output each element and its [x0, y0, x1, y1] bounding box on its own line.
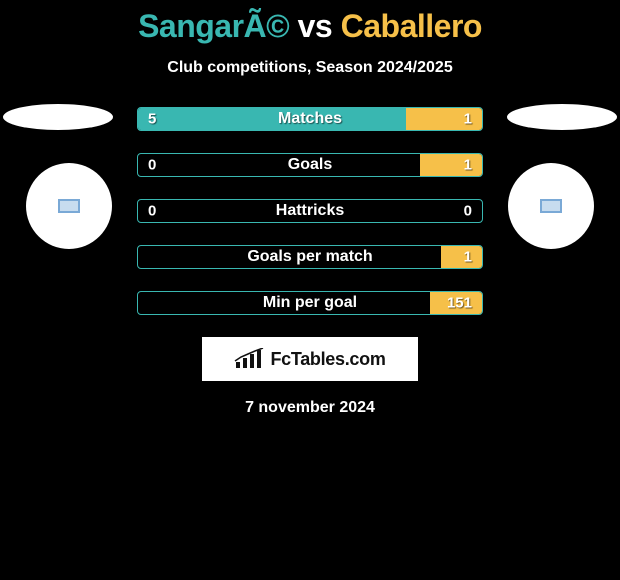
stat-value-right: 1: [464, 111, 472, 128]
date: 7 november 2024: [0, 399, 620, 417]
stat-value-right: 151: [447, 295, 472, 312]
stat-value-right: 1: [464, 249, 472, 266]
stat-row: 0 0 Hattricks: [137, 199, 483, 223]
stat-value-right: 0: [464, 203, 472, 220]
player-right-name: Caballero: [341, 8, 482, 44]
decor-ellipse-right: [507, 104, 617, 130]
stat-value-left: 5: [148, 111, 156, 128]
player-left-name: SangarÃ©: [138, 8, 289, 44]
stat-bars: 5 1 Matches 0 1 Goals 0 0 Hattricks 1 Goals per ma…: [137, 107, 483, 315]
avatar-left: [26, 163, 112, 249]
avatar-right: [508, 163, 594, 249]
stat-row: 1 Goals per match: [137, 245, 483, 269]
stat-row: 0 1 Goals: [137, 153, 483, 177]
stat-row: 151 Min per goal: [137, 291, 483, 315]
stat-label: Goals per match: [247, 248, 372, 266]
logo-text: FcTables.com: [270, 349, 385, 370]
stat-value-right: 1: [464, 157, 472, 174]
comparison-chart: 5 1 Matches 0 1 Goals 0 0 Hattricks 1 Goals per ma…: [0, 107, 620, 315]
source-logo: FcTables.com: [202, 337, 418, 381]
subtitle: Club competitions, Season 2024/2025: [0, 59, 620, 77]
decor-ellipse-left: [3, 104, 113, 130]
page-title: SangarÃ© vs Caballero: [0, 0, 620, 45]
placeholder-icon: [540, 199, 562, 213]
stat-label: Hattricks: [276, 202, 344, 220]
stat-value-left: 0: [148, 203, 156, 220]
stat-label: Matches: [278, 110, 342, 128]
vs-separator: vs: [289, 8, 340, 44]
stat-bar-left: [138, 108, 406, 130]
placeholder-icon: [58, 199, 80, 213]
bar-chart-icon: [234, 348, 264, 370]
stat-row: 5 1 Matches: [137, 107, 483, 131]
stat-bar-right: [420, 154, 482, 176]
stat-value-left: 0: [148, 157, 156, 174]
stat-label: Min per goal: [263, 294, 357, 312]
stat-label: Goals: [288, 156, 332, 174]
stat-bar-right: [441, 246, 482, 268]
